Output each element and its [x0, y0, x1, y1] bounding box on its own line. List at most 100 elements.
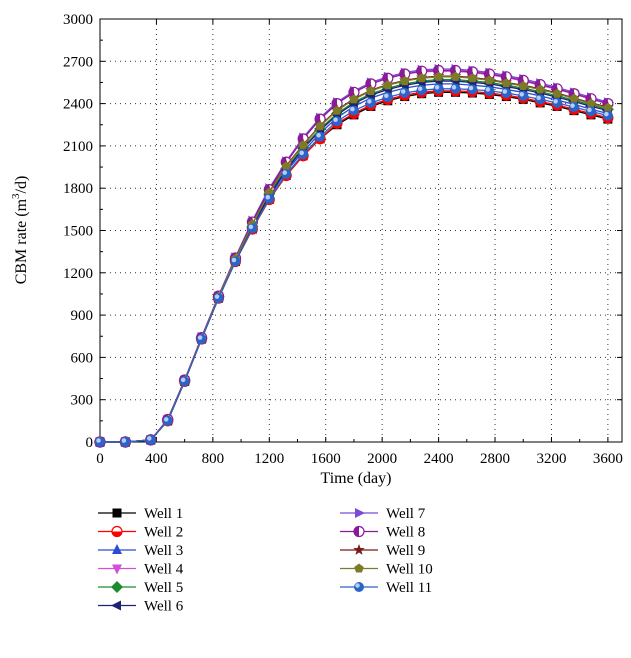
data-point [602, 110, 613, 121]
legend-label: Well 4 [144, 562, 184, 578]
data-point [111, 600, 121, 611]
data-point [416, 85, 427, 96]
data-point [179, 376, 190, 387]
series-line [100, 88, 609, 443]
series-well-11 [95, 83, 613, 447]
x-tick-label: 0 [96, 451, 104, 467]
y-tick-label: 2400 [63, 97, 93, 113]
y-axis-title: CBM rate (m3/d) [10, 176, 30, 285]
data-point [366, 85, 376, 95]
data-point [162, 415, 173, 426]
series-well-7 [96, 64, 614, 447]
data-point [353, 525, 365, 538]
series-well-1 [95, 87, 613, 447]
data-point [145, 434, 156, 445]
legend-label: Well 3 [144, 543, 183, 559]
data-point [111, 581, 123, 593]
data-point [433, 71, 444, 81]
data-point [314, 113, 326, 125]
series-well-2 [94, 85, 614, 448]
data-point [484, 85, 495, 96]
data-point [501, 88, 512, 99]
data-point [365, 97, 376, 108]
legend-item: Well 7 [340, 506, 426, 522]
legend-label: Well 10 [386, 562, 433, 578]
data-point [348, 105, 359, 116]
data-point [501, 78, 512, 88]
data-point [450, 71, 461, 81]
legend-label: Well 8 [386, 525, 425, 541]
series-line [100, 78, 609, 443]
x-axis-title: Time (day) [321, 470, 392, 487]
data-point [213, 293, 224, 304]
legend: Well 1 Well 2 Well 3 Well 4 Well 5 Well 6 Well… [98, 506, 433, 615]
data-point [315, 131, 326, 142]
x-tick-label: 2800 [480, 451, 510, 467]
data-point [518, 90, 529, 101]
data-point [484, 75, 495, 85]
data-point [450, 83, 461, 94]
legend-item: Well 5 [98, 580, 183, 596]
legend-label: Well 9 [386, 543, 425, 559]
x-tick-label: 2400 [424, 451, 454, 467]
legend-item: Well 8 [340, 525, 425, 541]
data-point [298, 140, 308, 150]
series-well-3 [95, 77, 613, 446]
data-point [399, 88, 410, 99]
data-point [353, 544, 365, 555]
data-point [281, 169, 292, 180]
legend-item: Well 1 [98, 506, 183, 522]
data-point [112, 564, 122, 575]
data-point [552, 97, 563, 108]
series-well-5 [94, 73, 614, 448]
x-tick-label: 3600 [593, 451, 623, 467]
series-line [100, 76, 609, 443]
data-point [247, 223, 258, 234]
x-tick-label: 2000 [367, 451, 397, 467]
x-tick-label: 3200 [536, 451, 566, 467]
y-tick-label: 1500 [63, 224, 93, 240]
x-tick-label: 400 [145, 451, 168, 467]
series-line [100, 68, 609, 443]
legend-label: Well 1 [144, 506, 183, 522]
legend-item: Well 9 [340, 543, 425, 559]
data-point [467, 84, 478, 95]
y-tick-label: 2100 [63, 139, 93, 155]
data-point [315, 121, 325, 131]
data-point [196, 334, 207, 345]
series-line [100, 90, 609, 443]
data-point [95, 437, 105, 447]
data-point [585, 106, 596, 117]
series-well-4 [95, 67, 613, 448]
data-point [603, 102, 613, 112]
data-point [383, 80, 393, 90]
legend-label: Well 2 [144, 525, 183, 541]
legend-item: Well 11 [340, 580, 432, 596]
legend-item: Well 2 [98, 525, 183, 541]
legend-item: Well 6 [98, 599, 184, 615]
series-well-10 [95, 71, 613, 447]
y-tick-label: 0 [86, 435, 94, 451]
legend-label: Well 6 [144, 599, 184, 615]
legend-item: Well 4 [98, 562, 184, 578]
data-point [298, 149, 309, 160]
data-point [416, 65, 428, 77]
series-line [100, 80, 609, 443]
series-line [100, 70, 609, 443]
grid [100, 19, 622, 442]
x-tick-label: 800 [202, 451, 225, 467]
data-point [264, 193, 275, 204]
series-well-6 [94, 76, 612, 447]
data-point [111, 525, 123, 538]
x-tick-label: 1200 [254, 451, 284, 467]
data-point [332, 116, 343, 127]
series-line [100, 91, 609, 443]
series-line [100, 75, 609, 443]
axis-ticks: 0 400 800 1200 1600 2000 2400 2800 3200 3600 0 300 6… [63, 12, 623, 467]
data-point [535, 84, 545, 94]
data-point [382, 92, 393, 103]
data-point [569, 102, 580, 113]
x-tick-label: 1600 [311, 451, 341, 467]
y-tick-label: 1200 [63, 266, 93, 282]
